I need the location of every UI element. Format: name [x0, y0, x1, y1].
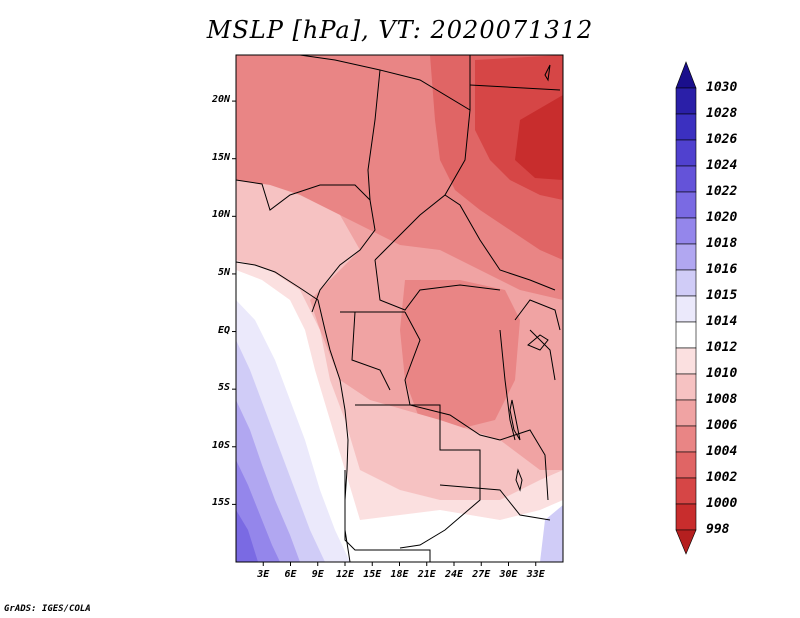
colorbar-swatch — [675, 217, 697, 245]
colorbar-swatch — [675, 425, 697, 453]
colorbar-swatch — [675, 399, 697, 427]
colorbar-level-label: 1018 — [706, 236, 738, 251]
colorbar-swatch — [675, 191, 697, 219]
colorbar-level-label: 1004 — [706, 444, 738, 459]
lat-tick-label: 15N — [211, 151, 230, 163]
colorbar-level-label: 1024 — [706, 158, 738, 173]
colorbar-swatch — [675, 243, 697, 271]
colorbar-swatch — [675, 451, 697, 479]
field-1008-congo — [400, 280, 520, 430]
colorbar-swatch — [675, 477, 697, 505]
credit-text: GrADS: IGES/COLA — [4, 604, 91, 614]
colorbar-level-label: 1026 — [706, 132, 738, 147]
lon-tick-label: 3E — [257, 569, 270, 580]
field-1016-southeast — [540, 505, 563, 562]
colorbar-level-label: 1022 — [706, 184, 738, 199]
colorbar-level-label: 1006 — [706, 418, 738, 433]
colorbar-swatch — [675, 165, 697, 193]
colorbar-level-label: 1016 — [706, 262, 738, 277]
colorbar-level-label: 1012 — [706, 340, 738, 355]
field-1002-core — [515, 95, 563, 180]
colorbar-level-label: 998 — [706, 522, 730, 537]
chart-title: MSLP [hPa], VT: 2020071312 — [206, 16, 594, 44]
colorbar-level-label: 1020 — [706, 210, 738, 225]
axis-ticks — [232, 100, 537, 566]
colorbar-swatch — [675, 347, 697, 375]
colorbar — [675, 61, 697, 555]
colorbar-bottom-arrow — [675, 529, 697, 555]
colorbar-level-label: 1008 — [706, 392, 738, 407]
colorbar-level-label: 1002 — [706, 470, 738, 485]
coastline — [236, 261, 351, 562]
colorbar-level-label: 1028 — [706, 106, 738, 121]
lat-tick-label: 15S — [211, 497, 230, 509]
lon-tick-label: 18E — [390, 569, 409, 580]
colorbar-swatch — [675, 113, 697, 141]
lon-tick-label: 30E — [499, 569, 518, 580]
lon-tick-label: 33E — [526, 569, 545, 580]
lon-tick-label: 6E — [284, 569, 297, 580]
colorbar-level-label: 1000 — [706, 496, 738, 511]
lon-tick-label: 24E — [444, 569, 464, 580]
colorbar-top-arrow — [675, 61, 697, 89]
colorbar-swatch — [675, 87, 697, 115]
lon-tick-label: 21E — [417, 569, 436, 580]
colorbar-level-label: 1010 — [706, 366, 738, 381]
colorbar-swatch — [675, 139, 697, 167]
colorbar-swatch — [675, 373, 697, 401]
pressure-field — [236, 55, 563, 562]
lon-tick-label: 27E — [472, 569, 491, 580]
colorbar-swatch — [675, 295, 697, 323]
lakes — [509, 64, 551, 492]
colorbar-level-label: 1015 — [706, 288, 738, 303]
colorbar-level-label: 1030 — [706, 80, 738, 95]
field-1024 — [236, 510, 258, 562]
lat-tick-label: 10N — [211, 209, 230, 221]
lat-tick-label: EQ — [217, 324, 230, 336]
lon-tick-label: 12E — [335, 569, 355, 580]
colorbar-swatch — [675, 269, 697, 297]
lat-tick-label: 5S — [217, 382, 230, 394]
lon-tick-label: 9E — [311, 569, 324, 580]
colorbar-level-label: 1014 — [706, 314, 738, 329]
lat-tick-label: 20N — [211, 94, 230, 106]
lat-tick-label: 5N — [217, 266, 230, 278]
lon-tick-label: 15E — [363, 569, 382, 580]
colorbar-swatch — [675, 503, 697, 531]
colorbar-swatch — [675, 321, 697, 349]
lat-tick-label: 10S — [211, 439, 230, 451]
